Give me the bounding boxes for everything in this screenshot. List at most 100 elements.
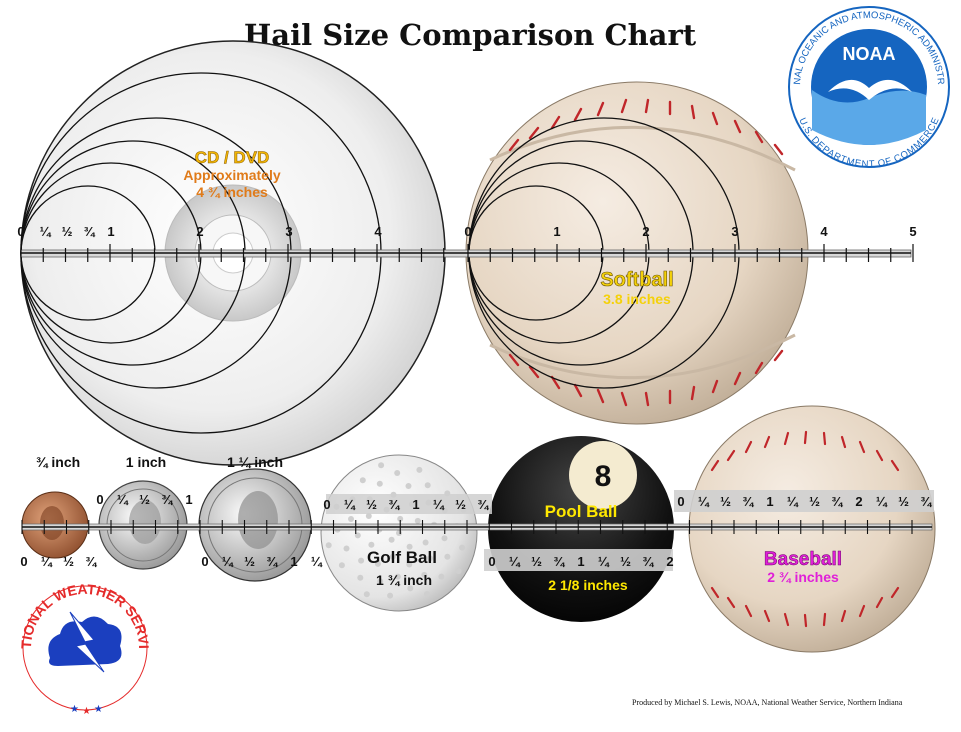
baseball-seams xyxy=(710,430,900,628)
top-left-tick-label: 0 xyxy=(17,224,24,239)
lower-ruler xyxy=(21,490,934,571)
svg-text:★: ★ xyxy=(82,706,91,717)
golf-dimple xyxy=(343,545,350,552)
top-left-tick-label: ¼ xyxy=(40,224,52,239)
penny-scale-label: ¾ xyxy=(85,554,97,569)
golf-scale-label: ½ xyxy=(455,497,466,512)
penny-scale-label: ½ xyxy=(63,554,74,569)
golf-dimple xyxy=(416,466,423,473)
baseball-scale-label: 2 xyxy=(855,494,862,509)
pool-label: Pool Ball xyxy=(545,502,618,521)
softball-label: Softball xyxy=(600,269,673,291)
golf-dimple xyxy=(414,517,421,524)
golf-dimple xyxy=(376,480,383,487)
pool-scale-label: ¼ xyxy=(598,554,610,569)
pool-scale-label: ¾ xyxy=(553,554,565,569)
golf-dimple xyxy=(407,585,414,592)
baseball-size: 2 ¾ inches xyxy=(767,569,839,585)
quarter-scale-label: 1 xyxy=(185,492,192,507)
top-left-tick-label: 1 xyxy=(107,224,114,239)
golf-dimple xyxy=(406,561,413,568)
golf-dimple xyxy=(374,560,381,567)
penny-size: ¾ inch xyxy=(36,454,80,470)
half-dollar-scale-label: 1 xyxy=(290,554,297,569)
golf-scale-label: 0 xyxy=(323,497,330,512)
penny-scale-label: 0 xyxy=(20,554,27,569)
golf-dimple xyxy=(387,592,394,599)
golf-dimple xyxy=(357,574,364,581)
cd-approx: Approximately xyxy=(183,167,280,183)
half-dollar-scale-label: ¼ xyxy=(311,554,323,569)
golf-dimple xyxy=(406,543,413,550)
top-right-tick-label: 3 xyxy=(731,224,738,239)
baseball-label: Baseball xyxy=(764,549,842,570)
golf-scale-label: 1 xyxy=(412,497,419,512)
pool-scale-label: ¼ xyxy=(509,554,521,569)
top-right-tick-label: 2 xyxy=(642,224,649,239)
top-ruler-ticks xyxy=(20,244,914,262)
lightning-cloud-icon xyxy=(48,611,122,673)
baseball-scale-label: 0 xyxy=(677,494,684,509)
golf-dimple xyxy=(459,544,466,551)
cd-size: 4 ¾ inches xyxy=(196,184,268,200)
golf-dimple xyxy=(348,516,354,522)
baseball-scale-label: ¾ xyxy=(742,494,754,509)
golf-dimple xyxy=(359,477,366,484)
baseball-scale-label: ¼ xyxy=(698,494,710,509)
golf-dimple xyxy=(424,482,431,489)
pool-scale-label: ¾ xyxy=(642,554,654,569)
golf-dimple xyxy=(421,571,428,578)
cd-label: CD / DVD xyxy=(195,148,270,167)
nws-stars: ★ ★ ★ xyxy=(70,704,103,717)
lower-ruler-ticks xyxy=(21,520,913,534)
penny-scale-label: ¼ xyxy=(41,554,53,569)
top-right-tick-label: 5 xyxy=(909,224,916,239)
golf-dimple xyxy=(424,591,430,597)
pool-scale-label: 2 xyxy=(666,554,673,569)
svg-text:★: ★ xyxy=(94,704,103,715)
golf-dimple xyxy=(389,553,396,560)
golf-scale-label: ¼ xyxy=(344,497,356,512)
pool-scale-label: ½ xyxy=(620,554,631,569)
baseball-scale-label: ¾ xyxy=(920,494,932,509)
golf-dimple xyxy=(438,573,445,580)
baseball-scale-label: ½ xyxy=(898,494,909,509)
golf-dimple xyxy=(394,573,401,580)
svg-text:★: ★ xyxy=(70,704,79,715)
baseball-scale-label: ¼ xyxy=(876,494,888,509)
golf-dimple xyxy=(378,462,385,469)
top-right-tick-label: 0 xyxy=(464,224,471,239)
golf-dimple xyxy=(358,557,365,564)
golf-dimple xyxy=(363,591,370,598)
softball-seams xyxy=(508,98,784,407)
top-right-tick-label: 4 xyxy=(820,224,828,239)
noaa-center-text: NOAA xyxy=(843,44,896,64)
half-dollar-scale-label: ¾ xyxy=(266,554,278,569)
quarter-size: 1 inch xyxy=(126,454,166,470)
half-dollar-scale-label: 0 xyxy=(201,554,208,569)
golf-scale-label: ¼ xyxy=(433,497,445,512)
pool-scale-label: 0 xyxy=(488,554,495,569)
page-title: Hail Size Comparison Chart xyxy=(243,18,697,52)
top-left-tick-label: ¾ xyxy=(84,224,96,239)
noaa-logo xyxy=(788,6,950,168)
half-dollar-scale-label: ¼ xyxy=(222,554,234,569)
top-left-tick-label: 3 xyxy=(285,224,292,239)
golf-dimple xyxy=(444,553,451,560)
golf-scale-label: ¾ xyxy=(388,497,400,512)
pool-size: 2 1/8 inches xyxy=(548,577,628,593)
half-dollar-scale-label: ½ xyxy=(244,554,255,569)
nws-logo: ★ ★ ★ xyxy=(22,585,148,717)
golf-dimple xyxy=(396,530,402,536)
softball-size: 3.8 inches xyxy=(603,291,671,307)
top-right-tick-label: 1 xyxy=(553,224,560,239)
quarter-scale-label: 0 xyxy=(96,492,103,507)
top-left-tick-label: 4 xyxy=(374,224,382,239)
golf-dimple xyxy=(427,555,433,562)
baseball-scale-label: ¼ xyxy=(787,494,799,509)
golf-dimple xyxy=(394,470,401,476)
golf-scale-label: ¾ xyxy=(477,497,489,512)
top-left-tick-label: ½ xyxy=(62,224,73,239)
